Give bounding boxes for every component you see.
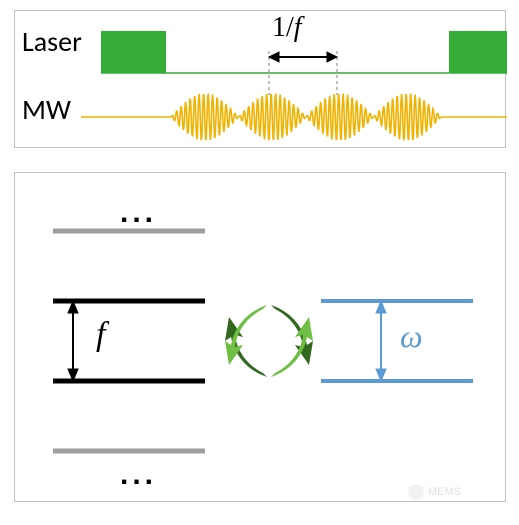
- f-arrow: [68, 301, 78, 381]
- period-arrow: [269, 52, 337, 62]
- watermark: MEMS: [408, 484, 461, 500]
- omega-label: ω: [400, 318, 423, 355]
- levels-svg: [15, 173, 507, 503]
- top-panel: [14, 10, 506, 148]
- bottom-panel: [14, 172, 506, 502]
- dots-bottom: ...: [120, 458, 157, 492]
- omega-arrow: [376, 301, 386, 381]
- dots-top: ...: [120, 196, 157, 230]
- laser-pulse-1: [101, 31, 166, 73]
- laser-label: Laser: [22, 24, 82, 59]
- period-label: 1/f: [272, 12, 302, 44]
- coupling-arrows: [225, 305, 313, 377]
- f-label: f: [96, 316, 105, 354]
- watermark-icon: [408, 484, 424, 500]
- watermark-text: MEMS: [428, 486, 461, 498]
- timing-svg: [15, 11, 507, 149]
- laser-pulse-2: [449, 31, 507, 73]
- mw-label: MW: [22, 92, 71, 127]
- mw-burst: [171, 94, 441, 141]
